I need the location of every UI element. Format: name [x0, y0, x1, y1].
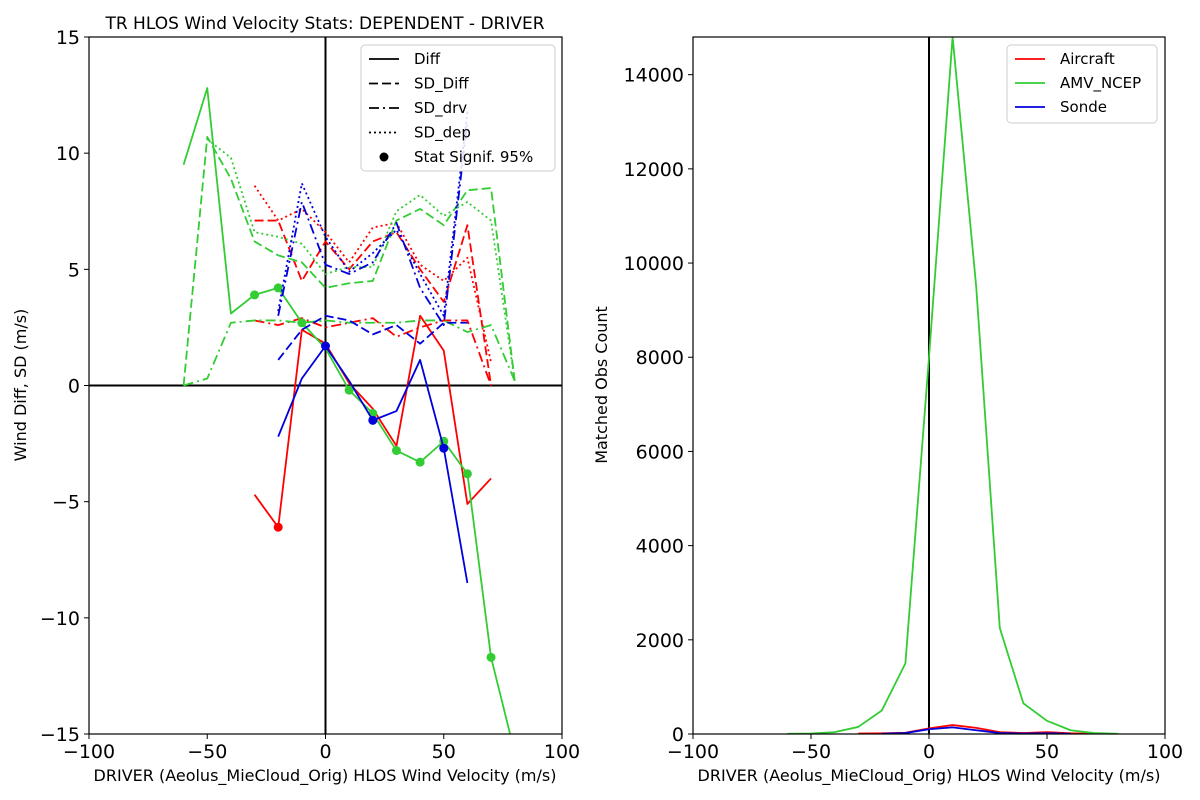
y-axis-label: Matched Obs Count	[592, 306, 611, 464]
series-1-sd_drv-line	[183, 319, 516, 387]
x-tick-label: 0	[319, 741, 331, 763]
series-2-sd_dep-line	[277, 111, 469, 317]
x-tick-label: 100	[544, 741, 580, 763]
x-tick-label: −50	[187, 741, 227, 763]
y-tick-label: 2000	[636, 630, 684, 652]
y-tick-label: 8000	[636, 347, 684, 369]
y-tick-label: 12000	[624, 159, 684, 181]
signif-point	[415, 457, 425, 467]
signif-point	[344, 385, 354, 395]
y-tick-label: 10	[56, 143, 80, 165]
x-tick-label: 50	[1035, 741, 1059, 763]
y-tick-label: −15	[40, 724, 80, 746]
x-axis-label: DRIVER (Aeolus_MieCloud_Orig) HLOS Wind …	[698, 766, 1161, 786]
signif-point	[273, 522, 283, 532]
signif-point	[462, 469, 472, 479]
series-1-diff-line	[182, 87, 512, 734]
signif-point	[439, 443, 449, 453]
series-0-sd_drv-line	[254, 317, 492, 386]
x-tick-label: 50	[432, 741, 456, 763]
obs-count-chart: −100 −50 0 50 100 0 2000 4000 6000 8000 10000 12000…	[592, 36, 1183, 786]
x-tick-label: −100	[63, 741, 115, 763]
y-tick-label: 5	[68, 259, 80, 281]
y-tick-label: 6000	[636, 441, 684, 463]
series-2-sd_drv-line	[277, 120, 469, 326]
legend: Aircraft AMV_NCEP Sonde	[1006, 44, 1158, 124]
y-tick-label: 0	[68, 376, 80, 398]
signif-point	[368, 415, 378, 425]
legend: Diff SD_Diff SD_drv SD_dep Stat Signif. 95%	[360, 44, 556, 172]
chart-title: TR HLOS Wind Velocity Stats: DEPENDENT -…	[104, 14, 544, 34]
signif-point	[273, 283, 283, 293]
y-tick-label: 15	[56, 27, 80, 49]
series-2-sd_diff-line	[277, 314, 468, 361]
legend-label: SD_Diff	[414, 75, 469, 94]
y-tick-label: 10000	[624, 253, 684, 275]
series-2-count-line	[881, 726, 1071, 734]
legend-label: Stat Signif. 95%	[414, 148, 533, 166]
legend-box	[360, 44, 556, 172]
legend-box	[1006, 44, 1158, 124]
signif-point	[250, 290, 260, 300]
legend-label: AMV_NCEP	[1060, 74, 1141, 93]
signif-point	[297, 318, 307, 328]
x-axis-label: DRIVER (Aeolus_MieCloud_Orig) HLOS Wind …	[94, 766, 557, 786]
legend-label: Diff	[414, 50, 441, 68]
y-tick-label: −10	[40, 608, 80, 630]
series-1-sd_diff-line	[182, 136, 516, 386]
legend-label: Aircraft	[1060, 50, 1115, 68]
plot-area	[89, 37, 562, 734]
signif-point	[486, 652, 496, 662]
axes: −100 −50 0 50 100 0 2000 4000 6000 8000 10000 12000…	[624, 36, 1183, 763]
y-tick-label: 0	[672, 724, 684, 746]
plot-area	[787, 37, 1118, 734]
x-tick-label: −50	[791, 741, 831, 763]
x-tick-label: 100	[1147, 741, 1183, 763]
signif-point	[321, 341, 330, 351]
x-tick-label: −100	[667, 741, 719, 763]
y-tick-label: −5	[52, 492, 80, 514]
legend-label: SD_dep	[414, 124, 471, 143]
y-tick-label: 4000	[636, 536, 684, 558]
signif-point	[391, 446, 401, 456]
series-group	[787, 37, 1118, 734]
x-tick-label: 0	[923, 741, 935, 763]
y-tick-label: 14000	[624, 65, 684, 87]
legend-label: SD_drv	[414, 99, 467, 118]
diff-sd-chart: TR HLOS Wind Velocity Stats: DEPENDENT -…	[11, 14, 580, 786]
series-2-diff-line	[277, 345, 469, 584]
legend-marker	[379, 152, 389, 162]
legend-label: Sonde	[1060, 98, 1107, 116]
series-1-sd_dep-line	[206, 138, 516, 381]
y-axis-label: Wind Diff, SD (m/s)	[11, 309, 30, 462]
series-1-count-line	[787, 37, 1118, 734]
series-group	[89, 37, 562, 734]
